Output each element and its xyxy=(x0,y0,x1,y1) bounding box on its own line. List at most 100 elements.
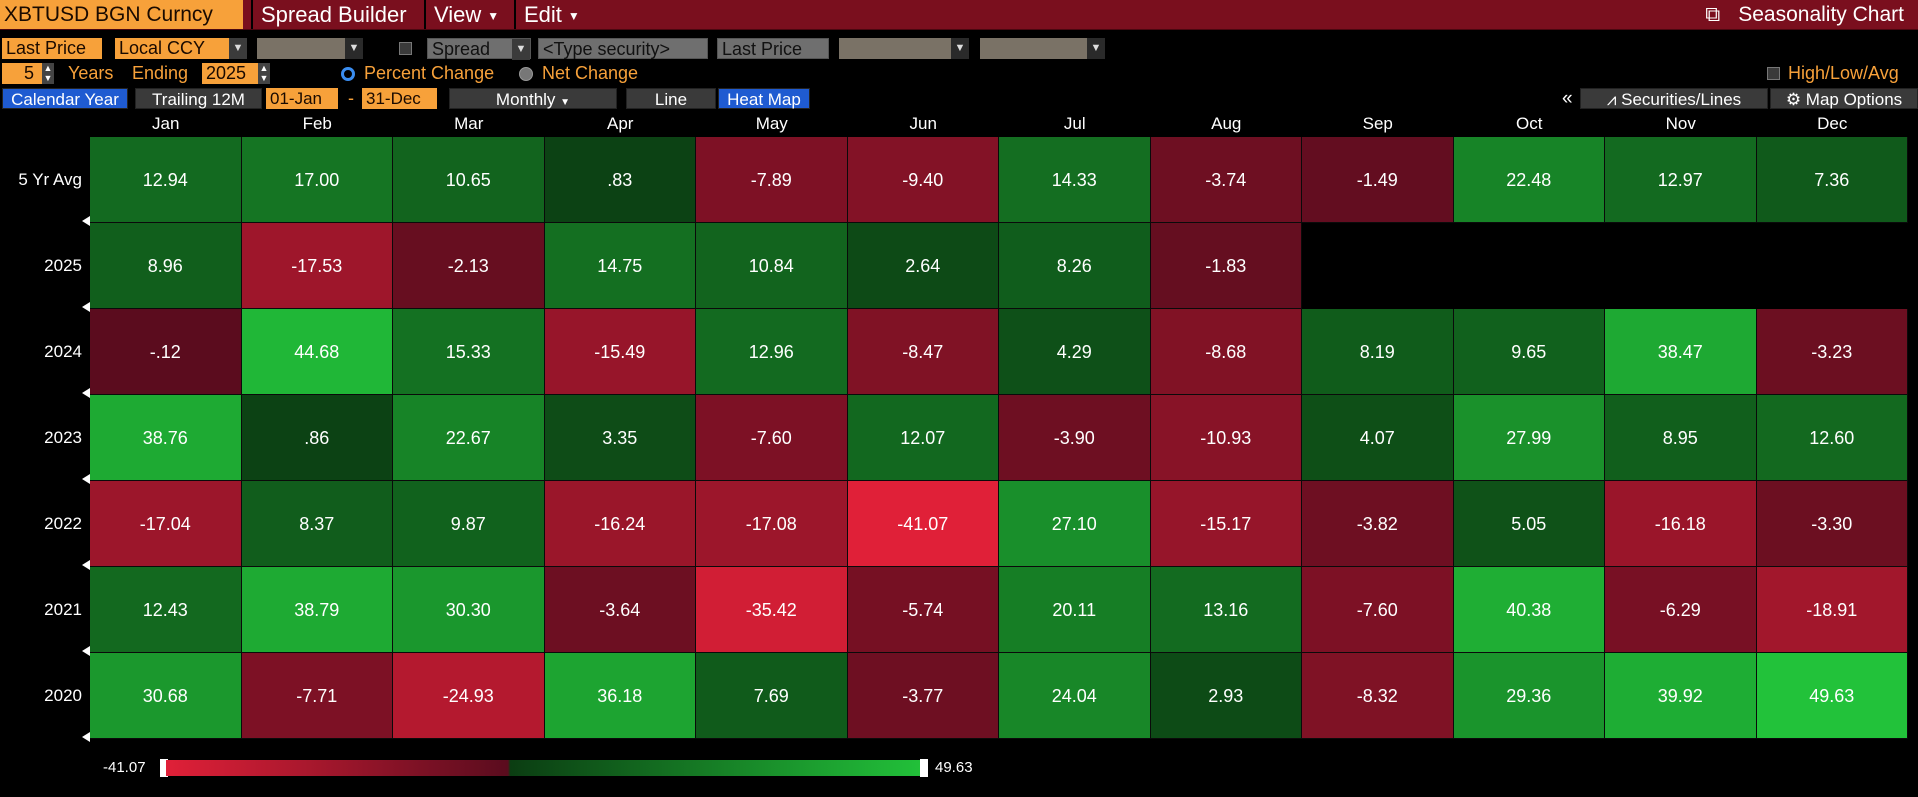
price-field-select[interactable]: Last Price xyxy=(2,38,102,59)
map-options-button[interactable]: ⚙ Map Options xyxy=(1770,88,1918,109)
heatmap-cell[interactable]: -7.71 xyxy=(241,653,393,739)
heatmap-cell[interactable]: 8.95 xyxy=(1605,395,1757,481)
heatmap-cell[interactable] xyxy=(1453,223,1605,309)
heatmap-cell[interactable]: 12.60 xyxy=(1756,395,1908,481)
heatmap-cell[interactable]: -17.04 xyxy=(90,481,242,567)
heatmap-cell[interactable]: -24.93 xyxy=(393,653,545,739)
heatmap-cell[interactable]: 4.29 xyxy=(999,309,1151,395)
ending-year-stepper[interactable]: ▲ ▼ xyxy=(258,63,270,84)
type-security-input[interactable]: <Type security> xyxy=(538,38,708,59)
line-view-button[interactable]: Line xyxy=(626,88,716,109)
heatmap-cell[interactable]: -3.90 xyxy=(999,395,1151,481)
empty-field-2[interactable]: ▼ xyxy=(839,38,969,59)
heatmap-cell[interactable]: -8.32 xyxy=(1302,653,1454,739)
heatmap-cell[interactable]: 12.07 xyxy=(847,395,999,481)
start-date-input[interactable]: 01-Jan xyxy=(266,88,338,109)
spread-price-field[interactable]: Last Price xyxy=(717,38,829,59)
heatmap-cell[interactable]: -.12 xyxy=(90,309,242,395)
heatmap-cell[interactable]: -7.89 xyxy=(696,137,848,223)
heatmap-cell[interactable]: 15.33 xyxy=(393,309,545,395)
heatmap-cell[interactable]: -17.08 xyxy=(696,481,848,567)
heatmap-cell[interactable]: -18.91 xyxy=(1756,567,1908,653)
heatmap-cell[interactable]: -3.23 xyxy=(1756,309,1908,395)
years-stepper[interactable]: ▲ ▼ xyxy=(42,63,54,84)
heatmap-cell[interactable]: -2.13 xyxy=(393,223,545,309)
heatmap-cell[interactable]: 12.94 xyxy=(90,137,242,223)
collapse-icon[interactable]: « xyxy=(1562,88,1573,109)
heatmap-cell[interactable]: 30.30 xyxy=(393,567,545,653)
legend-min-handle[interactable] xyxy=(160,759,168,777)
heatmap-cell[interactable]: .83 xyxy=(544,137,696,223)
heatmap-cell[interactable]: -1.83 xyxy=(1150,223,1302,309)
end-date-input[interactable]: 31-Dec xyxy=(362,88,437,109)
heatmap-cell[interactable]: 39.92 xyxy=(1605,653,1757,739)
securities-lines-button[interactable]: ⩘ Securities/Lines xyxy=(1580,88,1768,109)
heatmap-cell[interactable]: -5.74 xyxy=(847,567,999,653)
legend-max-handle[interactable] xyxy=(920,759,928,777)
heatmap-cell[interactable]: 12.97 xyxy=(1605,137,1757,223)
heatmap-cell[interactable]: 5.05 xyxy=(1453,481,1605,567)
heatmap-cell[interactable]: -8.47 xyxy=(847,309,999,395)
heatmap-view-button[interactable]: Heat Map xyxy=(718,88,810,109)
heatmap-cell[interactable]: 27.99 xyxy=(1453,395,1605,481)
heatmap-cell[interactable]: -10.93 xyxy=(1150,395,1302,481)
heatmap-cell[interactable]: -7.60 xyxy=(1302,567,1454,653)
heatmap-cell[interactable]: 17.00 xyxy=(241,137,393,223)
heatmap-cell[interactable]: 9.87 xyxy=(393,481,545,567)
heatmap-cell[interactable]: 40.38 xyxy=(1453,567,1605,653)
heatmap-cell[interactable]: 7.69 xyxy=(696,653,848,739)
heatmap-cell[interactable]: -6.29 xyxy=(1605,567,1757,653)
heatmap-cell[interactable]: -3.30 xyxy=(1756,481,1908,567)
heatmap-cell[interactable]: -3.77 xyxy=(847,653,999,739)
ending-year-input[interactable]: 2025 xyxy=(202,63,258,84)
empty-field-1[interactable]: ▼ xyxy=(257,38,363,59)
heatmap-cell[interactable]: 8.19 xyxy=(1302,309,1454,395)
heatmap-cell[interactable]: 30.68 xyxy=(90,653,242,739)
currency-select[interactable]: Local CCY ▼ xyxy=(115,38,247,59)
calendar-year-button[interactable]: Calendar Year xyxy=(2,88,128,109)
heatmap-cell[interactable]: -3.64 xyxy=(544,567,696,653)
heatmap-cell[interactable]: 24.04 xyxy=(999,653,1151,739)
heatmap-cell[interactable]: 12.96 xyxy=(696,309,848,395)
heatmap-cell[interactable]: 10.65 xyxy=(393,137,545,223)
heatmap-cell[interactable]: 14.75 xyxy=(544,223,696,309)
empty-field-3[interactable]: ▼ xyxy=(980,38,1105,59)
heatmap-cell[interactable]: 2.93 xyxy=(1150,653,1302,739)
heatmap-cell[interactable] xyxy=(1756,223,1908,309)
trailing-12m-button[interactable]: Trailing 12M xyxy=(135,88,262,109)
edit-menu[interactable]: Edit ▼ xyxy=(514,0,588,29)
heatmap-cell[interactable]: -17.53 xyxy=(241,223,393,309)
heatmap-cell[interactable]: -3.74 xyxy=(1150,137,1302,223)
high-low-avg-checkbox[interactable] xyxy=(1767,67,1780,80)
spread-checkbox[interactable] xyxy=(399,42,412,55)
heatmap-cell[interactable]: 4.07 xyxy=(1302,395,1454,481)
heatmap-cell[interactable]: 38.79 xyxy=(241,567,393,653)
heatmap-cell[interactable]: -7.60 xyxy=(696,395,848,481)
heatmap-cell[interactable]: 12.43 xyxy=(90,567,242,653)
heatmap-cell[interactable] xyxy=(1605,223,1757,309)
heatmap-cell[interactable]: 9.65 xyxy=(1453,309,1605,395)
heatmap-cell[interactable]: -16.24 xyxy=(544,481,696,567)
heatmap-cell[interactable]: 29.36 xyxy=(1453,653,1605,739)
heatmap-cell[interactable]: 27.10 xyxy=(999,481,1151,567)
heatmap-cell[interactable]: 22.67 xyxy=(393,395,545,481)
heatmap-cell[interactable] xyxy=(1302,223,1454,309)
heatmap-cell[interactable]: 44.68 xyxy=(241,309,393,395)
net-change-radio[interactable] xyxy=(519,67,533,81)
heatmap-cell[interactable]: 38.76 xyxy=(90,395,242,481)
years-input[interactable]: 5 xyxy=(2,63,42,84)
heatmap-cell[interactable]: -15.49 xyxy=(544,309,696,395)
heatmap-cell[interactable]: 38.47 xyxy=(1605,309,1757,395)
heatmap-cell[interactable]: 22.48 xyxy=(1453,137,1605,223)
spread-select[interactable]: Spread ▼ xyxy=(427,38,531,60)
heatmap-cell[interactable]: 14.33 xyxy=(999,137,1151,223)
heatmap-cell[interactable]: -8.68 xyxy=(1150,309,1302,395)
heatmap-cell[interactable]: -9.40 xyxy=(847,137,999,223)
frequency-select[interactable]: Monthly ▼ xyxy=(449,88,617,109)
heatmap-cell[interactable]: 49.63 xyxy=(1756,653,1908,739)
heatmap-cell[interactable]: -41.07 xyxy=(847,481,999,567)
export-icon[interactable]: ⧉ xyxy=(1705,3,1721,26)
percent-change-radio[interactable] xyxy=(341,67,355,81)
heatmap-cell[interactable]: 7.36 xyxy=(1756,137,1908,223)
heatmap-cell[interactable]: 8.37 xyxy=(241,481,393,567)
